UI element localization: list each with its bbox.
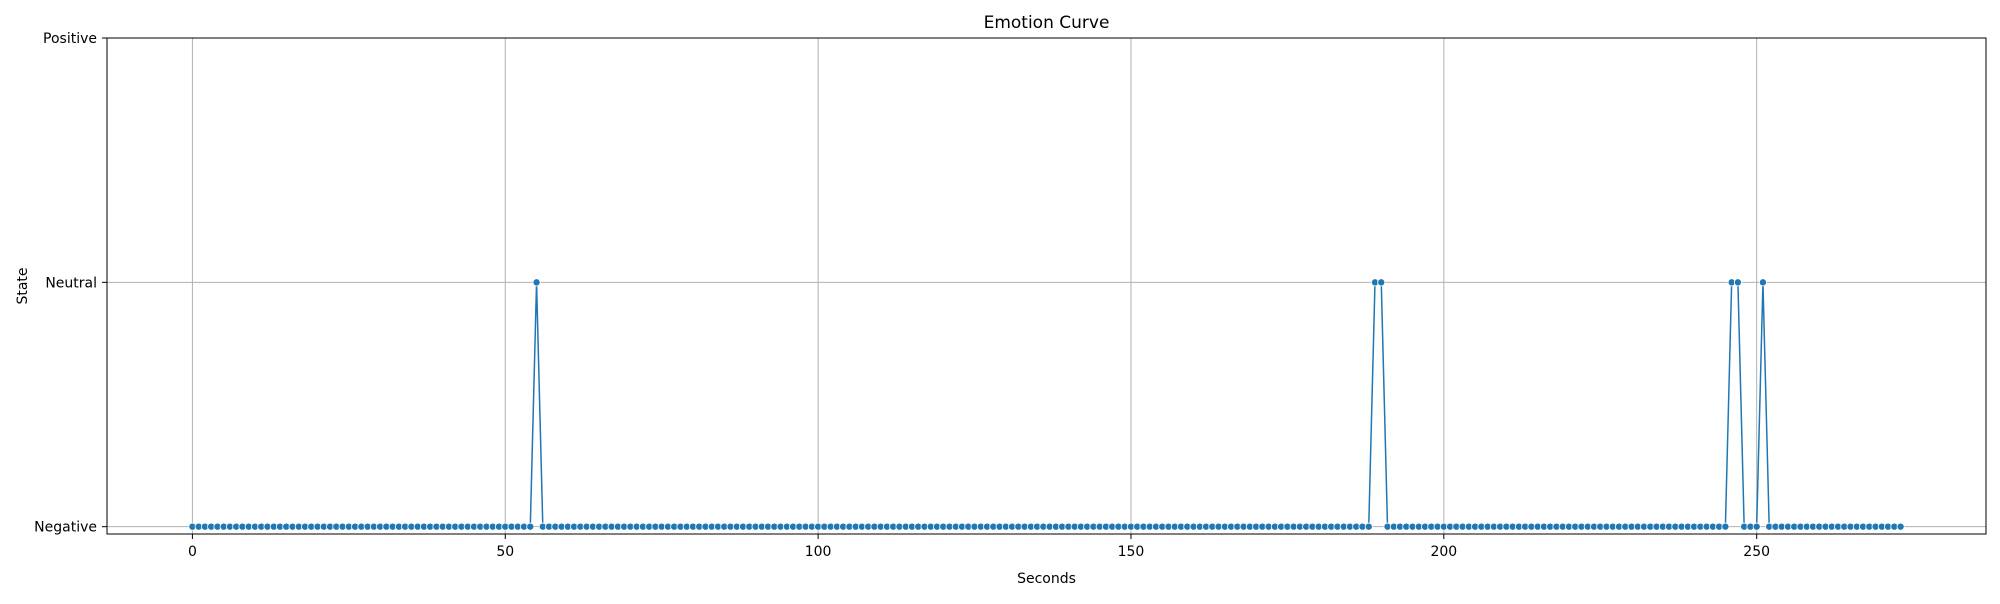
- y-tick-label: Negative: [34, 520, 97, 536]
- y-tick-label: Positive: [43, 31, 97, 47]
- x-tick-label: 0: [188, 544, 197, 560]
- data-point: [1721, 522, 1730, 531]
- series-line: [192, 281, 1901, 528]
- chart-title: Emotion Curve: [984, 13, 1110, 33]
- data-point: [1364, 522, 1373, 531]
- y-axis-label: State: [15, 267, 31, 304]
- x-tick-label: 50: [496, 544, 514, 560]
- data-point: [526, 522, 535, 531]
- data-point: [1733, 278, 1742, 287]
- plot-frame: [106, 37, 1987, 535]
- x-tick-label: 150: [1118, 544, 1145, 560]
- data-point: [1752, 522, 1761, 531]
- series-layer: [188, 278, 1905, 531]
- x-tick-label: 250: [1743, 544, 1770, 560]
- data-point: [1758, 278, 1767, 287]
- y-tick-label: Neutral: [45, 275, 97, 291]
- data-point: [532, 278, 541, 287]
- grid-layer: [107, 37, 1986, 534]
- data-point: [1377, 278, 1386, 287]
- x-tick-label: 200: [1430, 544, 1457, 560]
- tick-layer: 0 50 100 150 200 250 Negative Neutral Positive: [34, 31, 1770, 560]
- x-axis-label: Seconds: [1017, 571, 1076, 587]
- data-point: [1896, 522, 1905, 531]
- x-tick-label: 100: [805, 544, 832, 560]
